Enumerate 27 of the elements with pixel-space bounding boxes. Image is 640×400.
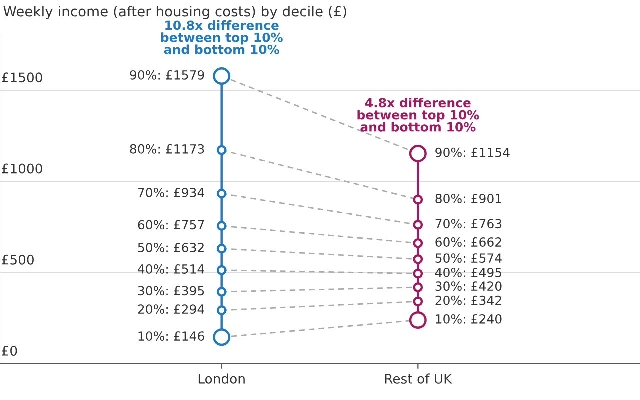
data-label: 60%: £662 (436, 238, 502, 247)
data-label: 60%: £757 (138, 220, 204, 230)
data-label: 70%: £934 (138, 188, 204, 198)
data-label: 80%: £1173 (130, 144, 204, 154)
data-label: 30%: £420 (436, 282, 502, 292)
annotation: 4.8x difference between top 10% and bottom 10% (358, 98, 480, 132)
x-tick-label: London (198, 374, 245, 384)
data-label: 10%: £146 (138, 332, 204, 342)
annotation: 10.8x difference between top 10% and bottom 10% (161, 20, 283, 54)
x-tick-label: Rest of UK (385, 374, 453, 384)
chart-title: Weekly income (after housing costs) by decile (£) (4, 6, 346, 20)
data-label: 30%: £395 (138, 286, 204, 296)
data-label: 90%: £1154 (436, 148, 510, 158)
data-label: 50%: £632 (138, 243, 204, 252)
data-label: 50%: £574 (436, 254, 502, 264)
data-label: 20%: £294 (138, 304, 204, 314)
data-label: 10%: £240 (436, 314, 502, 324)
y-tick-label: £0 (2, 346, 18, 356)
data-label: 80%: £901 (436, 194, 502, 204)
data-label: 70%: £763 (436, 219, 502, 229)
data-label: 40%: £495 (435, 268, 502, 278)
y-tick-label: £1000 (2, 164, 42, 174)
y-tick-label: £1500 (2, 72, 42, 83)
data-label: 90%: £1579 (130, 70, 204, 80)
data-label: 40%: £514 (138, 264, 204, 274)
data-label: 20%: £342 (436, 296, 502, 306)
y-tick-label: £500 (2, 254, 34, 265)
